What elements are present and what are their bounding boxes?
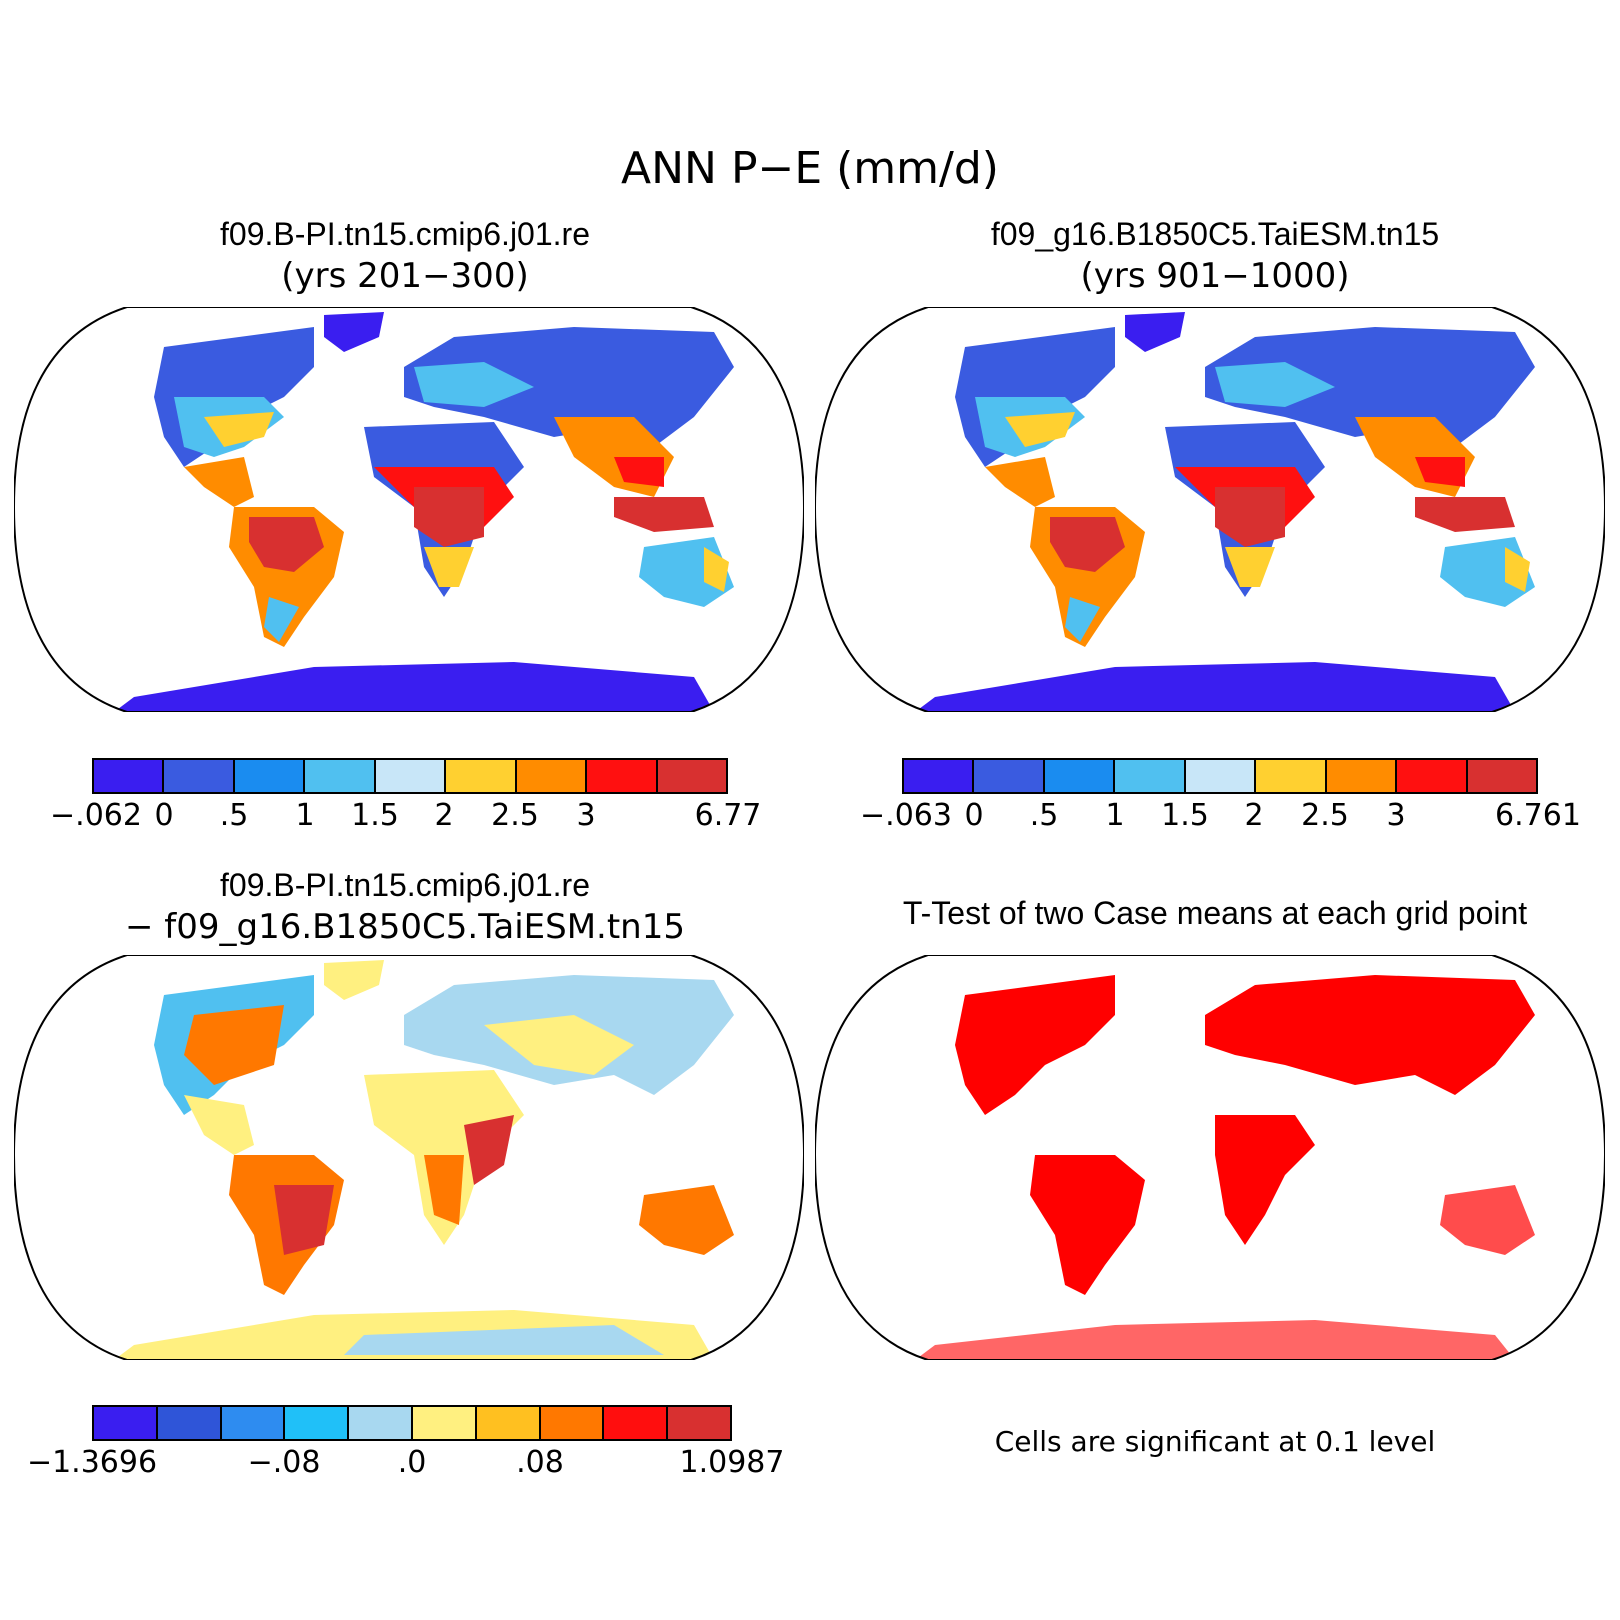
colorbar-swatch — [1256, 760, 1327, 792]
colorbar-swatch — [516, 760, 588, 792]
colorbar-tick-label: 2.5 — [1301, 798, 1349, 833]
colorbar-swatch — [657, 760, 726, 792]
colorbar-tick-label: 1 — [295, 798, 315, 833]
significance-note: Cells are significant at 0.1 level — [994, 1425, 1436, 1458]
colorbar-tick-label: 3 — [1386, 798, 1406, 833]
colorbar-swatch — [234, 760, 306, 792]
colorbar-top-left — [92, 758, 728, 794]
colorbar-swatch — [904, 760, 975, 792]
colorbar-swatch — [587, 760, 658, 792]
map-bottom-right — [815, 955, 1605, 1360]
colorbar-swatch — [94, 760, 165, 792]
colorbar-tick-label: 1 — [1105, 798, 1125, 833]
panel-tl-subtitle: (yrs 201−300) — [281, 256, 529, 296]
panel-bl-subtitle: − f09_g16.B1850C5.TaiESM.tn15 — [125, 907, 685, 947]
panel-tl-title: f09.B-PI.tn15.cmip6.j01.re — [220, 216, 590, 252]
colorbar-bottom-left — [92, 1405, 732, 1441]
colorbar-tick-label: 6.761 — [1495, 798, 1581, 833]
colorbar-tick-label: 2 — [1244, 798, 1264, 833]
colorbar-tick-label: .5 — [1029, 798, 1059, 833]
colorbar-tick-label: 2.5 — [491, 798, 539, 833]
colorbar-tick-label: .08 — [516, 1445, 564, 1480]
panel-tr-title: f09_g16.B1850C5.TaiESM.tn15 — [990, 216, 1440, 252]
colorbar-tick-label: .0 — [397, 1445, 427, 1480]
colorbar-top-right — [902, 758, 1538, 794]
colorbar-tick-label: −.063 — [860, 798, 952, 833]
colorbar-swatch — [1044, 760, 1116, 792]
colorbar-tick-label: .5 — [219, 798, 249, 833]
colorbar-swatch — [540, 1407, 605, 1439]
colorbar-swatch — [305, 760, 376, 792]
panel-bl-title: f09.B-PI.tn15.cmip6.j01.re — [220, 867, 590, 903]
figure-title: ANN P−E (mm/d) — [621, 143, 999, 194]
colorbar-swatch — [1326, 760, 1398, 792]
map-top-left — [14, 307, 804, 712]
colorbar-tick-label: −.08 — [247, 1445, 321, 1480]
colorbar-tick-label: −.062 — [50, 798, 142, 833]
colorbar-swatch — [604, 1407, 669, 1439]
map-bottom-left — [14, 955, 804, 1360]
panel-br-title: T-Test of two Case means at each grid po… — [902, 895, 1528, 931]
colorbar-tick-label: 6.77 — [694, 798, 762, 833]
colorbar-tick-label: 1.5 — [1161, 798, 1209, 833]
colorbar-swatch — [1397, 760, 1468, 792]
colorbar-swatch — [221, 1407, 286, 1439]
colorbar-swatch — [157, 1407, 222, 1439]
colorbar-swatch — [412, 1407, 477, 1439]
colorbar-swatch — [1185, 760, 1257, 792]
colorbar-tick-label: 0 — [964, 798, 984, 833]
colorbar-tick-label: −1.3696 — [26, 1445, 158, 1480]
colorbar-swatch — [1115, 760, 1186, 792]
panel-tr-subtitle: (yrs 901−1000) — [1080, 256, 1350, 296]
colorbar-tick-label: 2 — [434, 798, 454, 833]
map-top-right — [815, 307, 1605, 712]
colorbar-swatch — [375, 760, 447, 792]
colorbar-swatch — [94, 1407, 158, 1439]
colorbar-swatch — [446, 760, 517, 792]
colorbar-tick-label: 3 — [576, 798, 596, 833]
colorbar-tick-label: 1.5 — [351, 798, 399, 833]
colorbar-tick-label: 1.0987 — [679, 1445, 785, 1480]
colorbar-swatch — [285, 1407, 350, 1439]
colorbar-swatch — [476, 1407, 541, 1439]
colorbar-swatch — [974, 760, 1045, 792]
colorbar-swatch — [349, 1407, 413, 1439]
colorbar-swatch — [1467, 760, 1536, 792]
colorbar-swatch — [164, 760, 235, 792]
colorbar-tick-label: 0 — [154, 798, 174, 833]
colorbar-swatch — [668, 1407, 730, 1439]
